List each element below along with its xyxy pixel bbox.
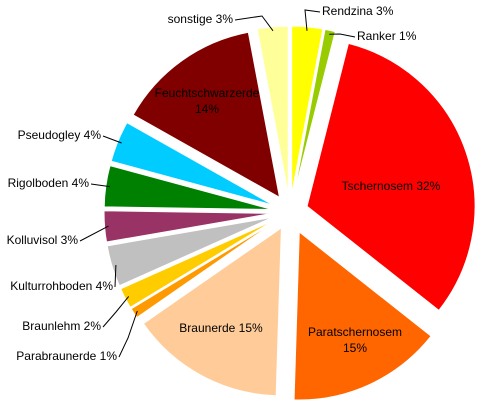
- leader-line-7: [102, 296, 130, 328]
- pie-slice-1: [291, 25, 324, 195]
- pie-slice-2: [293, 28, 336, 195]
- leader-line-6: [118, 310, 138, 358]
- pie-slice-6: [130, 221, 276, 319]
- slice-label-4: Paratschernosem 15%: [308, 325, 402, 355]
- leader-line-8: [114, 264, 117, 288]
- slice-label-9: Kolluvisol 3%: [7, 233, 79, 247]
- slice-label-7: Braunlehm 2%: [22, 319, 101, 333]
- pie-slice-13: [256, 25, 289, 195]
- pie-slice-4: [293, 230, 432, 401]
- slice-label-3: Tschernosem 32%: [342, 179, 441, 193]
- pie-slice-12: [132, 31, 281, 199]
- leader-line-1: [304, 9, 321, 31]
- slice-label-5: Braunerde 15%: [179, 321, 263, 335]
- slice-label-10: Rigolboden 4%: [8, 176, 90, 190]
- pie-slice-3: [306, 42, 476, 312]
- pie-slice-5: [142, 226, 282, 397]
- slice-label-2: Ranker 1%: [357, 29, 417, 43]
- pie-slice-9: [103, 210, 273, 243]
- pie-slice-7: [119, 219, 275, 309]
- slice-label-1: Rendzina 3%: [322, 4, 394, 18]
- leader-line-9: [79, 225, 109, 242]
- pie-slice-8: [106, 216, 273, 287]
- slice-label-12: Feuchtschwarzerde 14%: [155, 86, 260, 116]
- slice-labels: Rendzina 3% Ranker 1% Tschernosem 32% Parat…: [7, 4, 441, 363]
- leader-line-2: [329, 33, 356, 38]
- leader-line-13: [234, 15, 274, 32]
- leader-lines: [79, 9, 356, 358]
- pie-slices: [103, 25, 476, 401]
- slice-label-11: Pseudogley 4%: [18, 128, 102, 142]
- slice-label-8: Kulturrohboden 4%: [10, 279, 113, 293]
- slice-label-13: sonstige 3%: [168, 12, 234, 26]
- leader-line-10: [90, 183, 110, 188]
- slice-label-6: Parabraunerde 1%: [16, 349, 117, 363]
- leader-line-11: [102, 135, 122, 144]
